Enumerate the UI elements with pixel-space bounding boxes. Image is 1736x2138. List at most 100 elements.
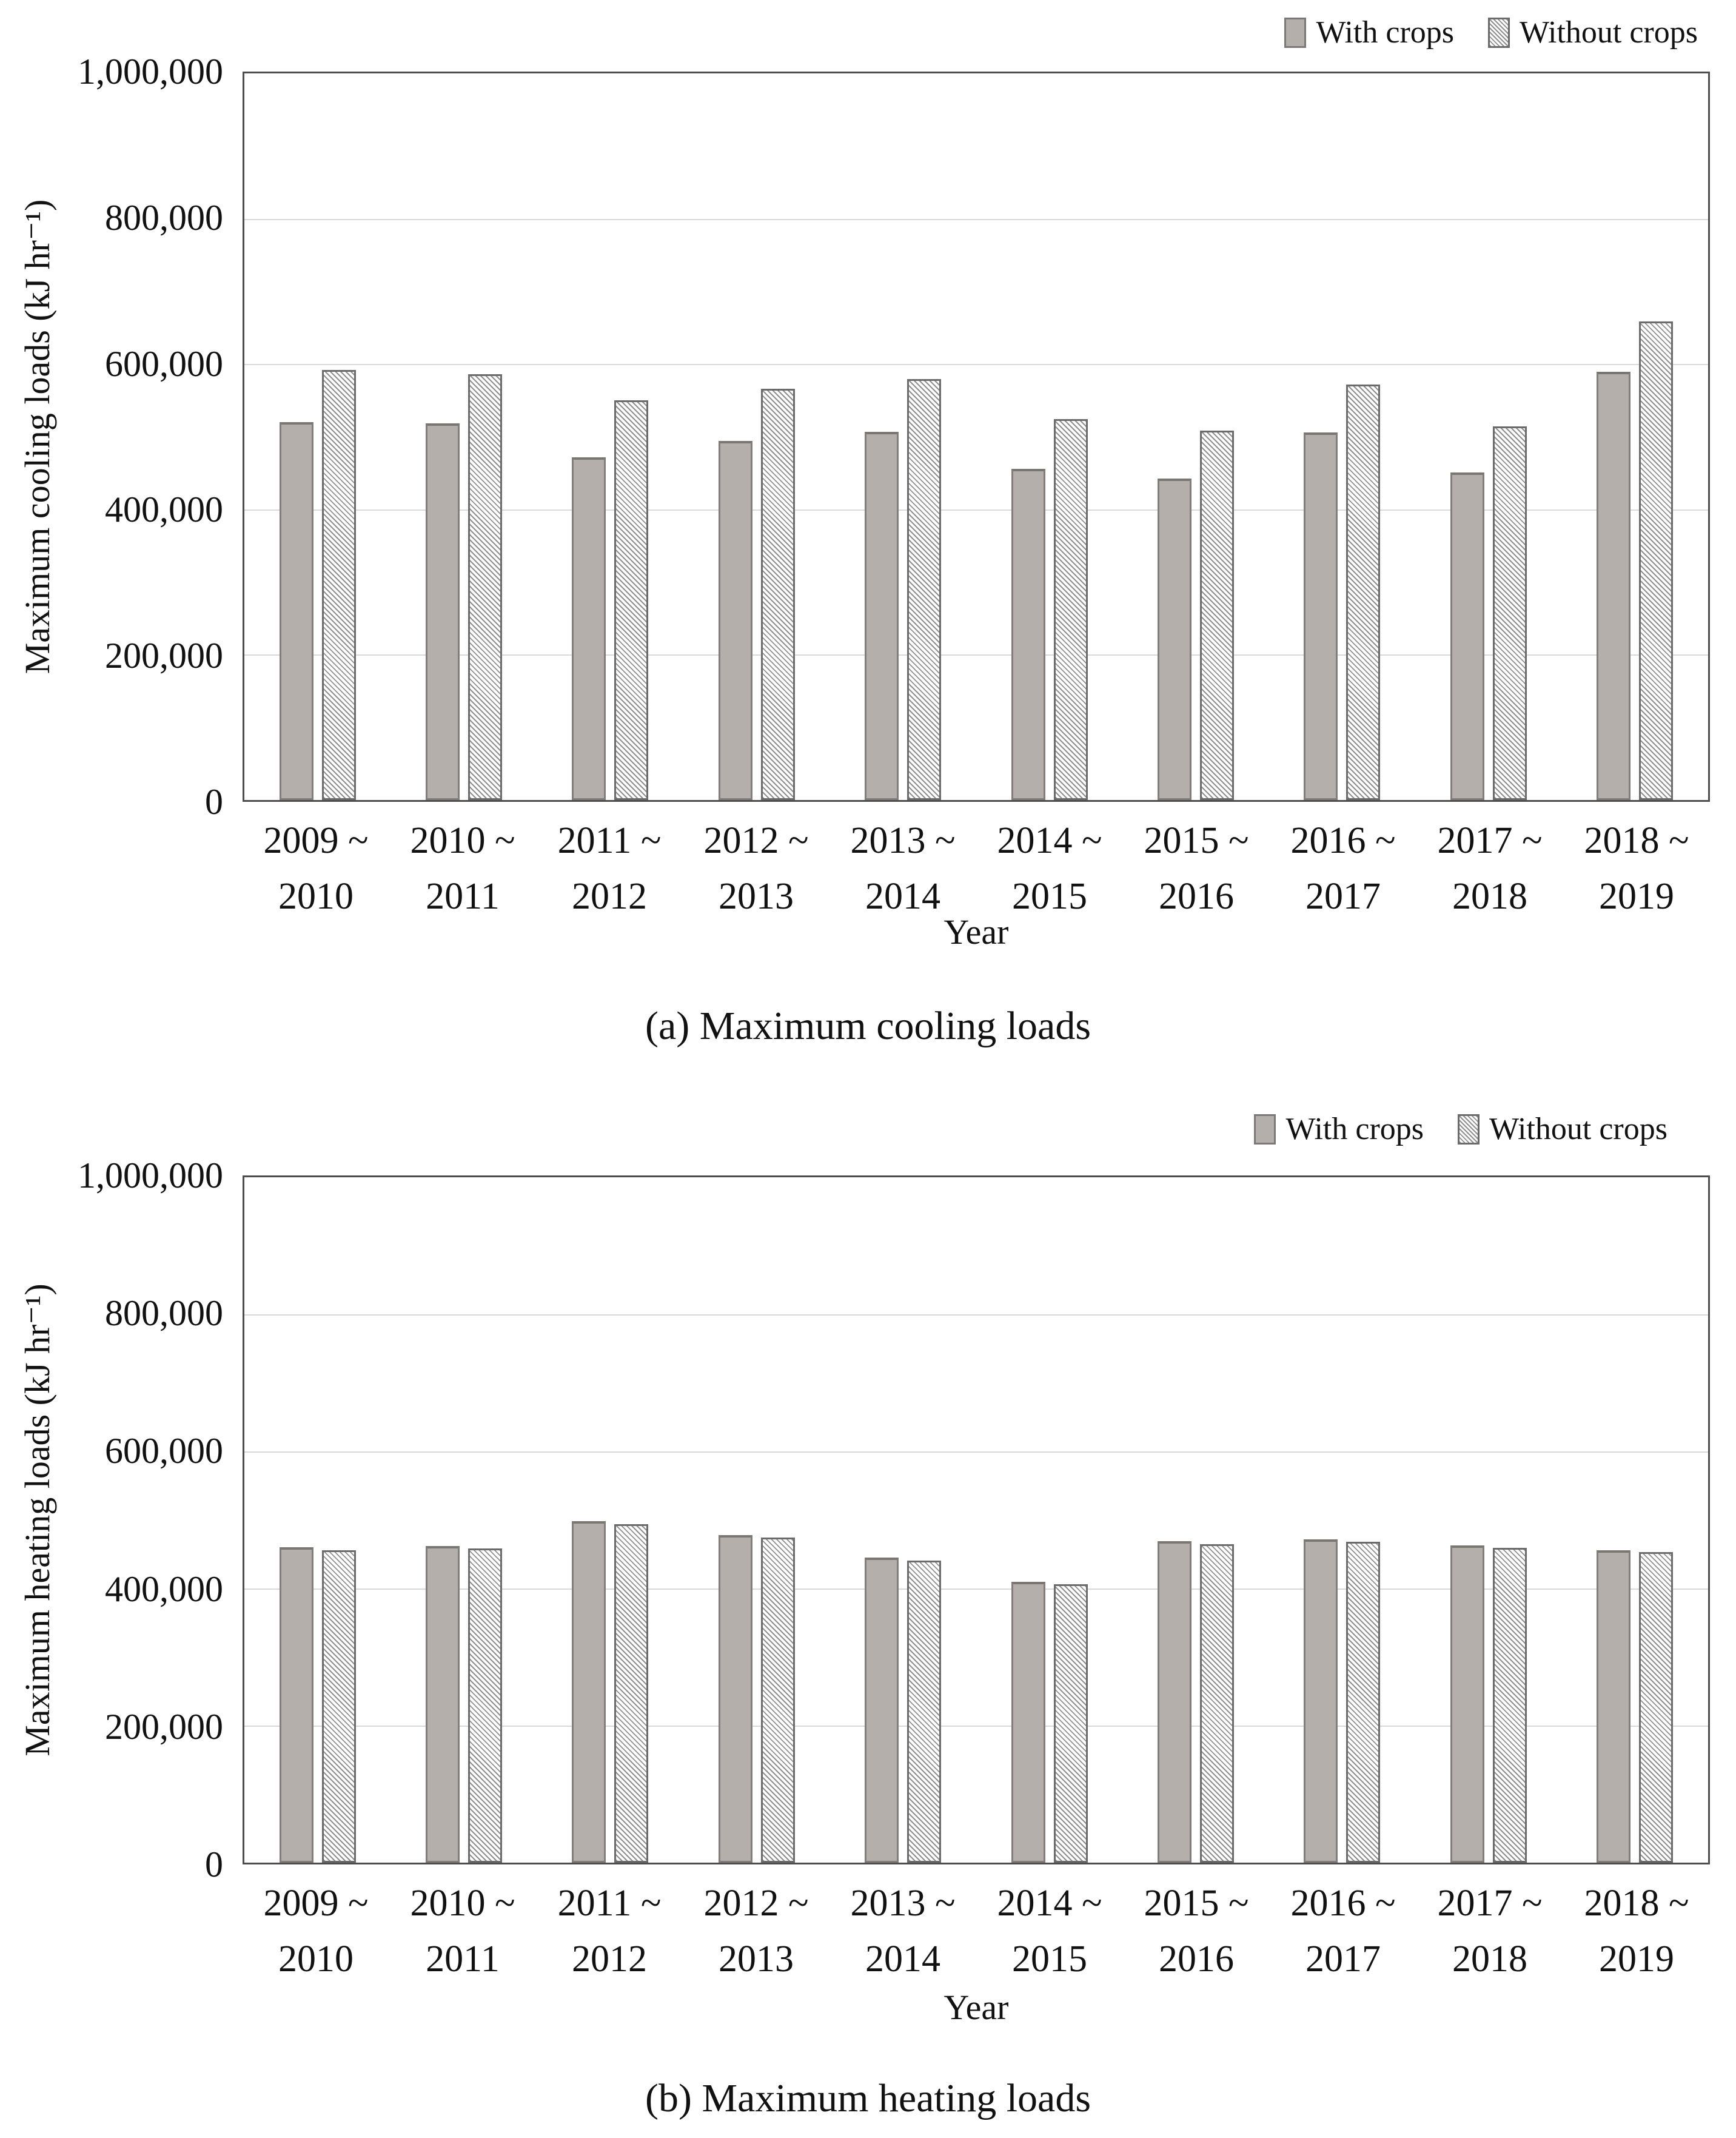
x-axis-label-line1: 2017 ~ bbox=[1437, 1883, 1543, 1924]
x-axis-label: 2011 ~ 2012 bbox=[536, 813, 683, 924]
y-tick-label: 200,000 bbox=[105, 1706, 223, 1747]
x-axis-label-line1: 2014 ~ bbox=[997, 1883, 1102, 1924]
x-axis-label-line2: 2018 bbox=[1452, 1938, 1527, 1980]
x-axis-label: 2010 ~ 2011 bbox=[389, 1875, 536, 1987]
x-axis-label: 2017 ~ 2018 bbox=[1416, 813, 1563, 924]
bar-with-crops bbox=[1597, 1550, 1631, 1863]
y-axis-title: Maximum cooling loads (kJ hr⁻¹) bbox=[18, 199, 57, 674]
x-axis-label-line1: 2011 ~ bbox=[557, 1883, 662, 1924]
x-axis-label-line2: 2019 bbox=[1599, 1938, 1674, 1980]
x-axis-label: 2018 ~ 2019 bbox=[1563, 1875, 1710, 1987]
legend: With crops Without crops bbox=[1284, 16, 1698, 50]
x-axis-label-line1: 2018 ~ bbox=[1584, 1883, 1689, 1924]
bar-with-crops bbox=[279, 1547, 313, 1863]
x-axis-label-line1: 2012 ~ bbox=[703, 820, 809, 861]
bar-with-crops bbox=[426, 1545, 460, 1863]
bar-with-crops bbox=[1158, 479, 1192, 800]
bar-group bbox=[976, 73, 1122, 800]
bar-group bbox=[1562, 1177, 1708, 1863]
bar-group bbox=[830, 1177, 976, 1863]
legend-label: With crops bbox=[1316, 15, 1455, 50]
x-axis-label-line2: 2012 bbox=[572, 1938, 647, 1980]
with-crops-swatch bbox=[1254, 1114, 1276, 1145]
bar-with-crops bbox=[718, 1535, 752, 1863]
bar-with-crops bbox=[865, 1558, 899, 1863]
legend-entry: With crops bbox=[1284, 16, 1454, 50]
x-axis-label-line2: 2014 bbox=[865, 1938, 940, 1980]
legend: With crops Without crops bbox=[1254, 1112, 1667, 1146]
x-axis-label-line1: 2011 ~ bbox=[557, 820, 662, 861]
x-axis-label-line1: 2016 ~ bbox=[1290, 1883, 1396, 1924]
x-axis-label-line2: 2010 bbox=[278, 876, 354, 917]
x-axis-label: 2012 ~ 2013 bbox=[683, 1875, 829, 1987]
bars-row bbox=[244, 73, 1708, 800]
gridline bbox=[244, 509, 1708, 511]
bar-group bbox=[1269, 73, 1415, 800]
gridline bbox=[244, 654, 1708, 656]
gridline bbox=[244, 1314, 1708, 1316]
bar-with-crops bbox=[718, 441, 752, 800]
bar-without-crops bbox=[468, 1548, 503, 1863]
x-axis-label: 2013 ~ 2014 bbox=[829, 813, 976, 924]
bar-without-crops bbox=[760, 1538, 795, 1863]
x-axis-label-line2: 2010 bbox=[278, 1938, 354, 1980]
legend-entry: Without crops bbox=[1488, 16, 1698, 50]
bar-group bbox=[976, 1177, 1122, 1863]
bar-group bbox=[1415, 1177, 1561, 1863]
y-tick-label: 400,000 bbox=[105, 1568, 223, 1609]
bar-with-crops bbox=[1011, 468, 1045, 800]
bar-group bbox=[537, 73, 683, 800]
x-axis-label-line1: 2010 ~ bbox=[410, 820, 515, 861]
bar-group bbox=[390, 1177, 537, 1863]
x-axis-label: 2014 ~ 2015 bbox=[976, 1875, 1123, 1987]
gridline bbox=[244, 1588, 1708, 1590]
gridline bbox=[244, 218, 1708, 220]
x-axis-label-line2: 2013 bbox=[719, 876, 794, 917]
with-crops-swatch bbox=[1284, 18, 1307, 48]
x-axis-label: 2015 ~ 2016 bbox=[1123, 813, 1270, 924]
bar-without-crops bbox=[1346, 384, 1381, 800]
legend-entry: With crops bbox=[1254, 1112, 1424, 1146]
chart-caption: (b) Maximum heating loads bbox=[645, 2076, 1091, 2120]
bar-without-crops bbox=[614, 400, 649, 800]
x-axis-label-line2: 2019 bbox=[1599, 876, 1674, 917]
x-axis-label: 2017 ~ 2018 bbox=[1416, 1875, 1563, 1987]
legend-entry: Without crops bbox=[1458, 1112, 1667, 1146]
x-axis-label: 2009 ~ 2010 bbox=[243, 813, 389, 924]
x-axis-label-line2: 2015 bbox=[1012, 1938, 1087, 1980]
x-axis-title: Year bbox=[943, 1988, 1009, 2027]
bar-group bbox=[390, 73, 537, 800]
bar-without-crops bbox=[321, 1550, 356, 1863]
gridline bbox=[244, 1451, 1708, 1453]
bar-with-crops bbox=[1158, 1541, 1192, 1863]
bar-without-crops bbox=[1639, 1552, 1674, 1863]
bar-group bbox=[537, 1177, 683, 1863]
x-axis-label-line2: 2016 bbox=[1159, 1938, 1234, 1980]
bar-with-crops bbox=[1450, 472, 1484, 800]
without-crops-swatch bbox=[1458, 1114, 1480, 1145]
y-tick-label: 1,000,000 bbox=[78, 1155, 223, 1195]
x-axis-label-line2: 2011 bbox=[426, 1938, 500, 1980]
chart-caption: (a) Maximum cooling loads bbox=[645, 1004, 1091, 1048]
y-tick-label: 600,000 bbox=[105, 343, 223, 384]
x-axis-label-line1: 2015 ~ bbox=[1144, 1883, 1249, 1924]
y-tick-label: 800,000 bbox=[105, 197, 223, 238]
y-tick-label: 0 bbox=[205, 1844, 223, 1884]
x-axis-label-line1: 2009 ~ bbox=[263, 820, 369, 861]
bar-group bbox=[683, 1177, 829, 1863]
bar-with-crops bbox=[1011, 1581, 1045, 1863]
bar-group bbox=[683, 73, 829, 800]
bar-group bbox=[830, 73, 976, 800]
x-axis-label: 2015 ~ 2016 bbox=[1123, 1875, 1270, 1987]
x-axis-label-line2: 2013 bbox=[719, 1938, 794, 1980]
x-axis-label-line2: 2011 bbox=[426, 876, 500, 917]
gridline bbox=[244, 1726, 1708, 1727]
bar-without-crops bbox=[907, 379, 942, 800]
plot-area bbox=[243, 72, 1710, 802]
bar-without-crops bbox=[760, 388, 795, 800]
x-axis-label: 2016 ~ 2017 bbox=[1270, 813, 1416, 924]
plot-area bbox=[243, 1175, 1710, 1864]
bar-with-crops bbox=[1450, 1545, 1484, 1863]
x-axis-label-line1: 2013 ~ bbox=[850, 820, 956, 861]
